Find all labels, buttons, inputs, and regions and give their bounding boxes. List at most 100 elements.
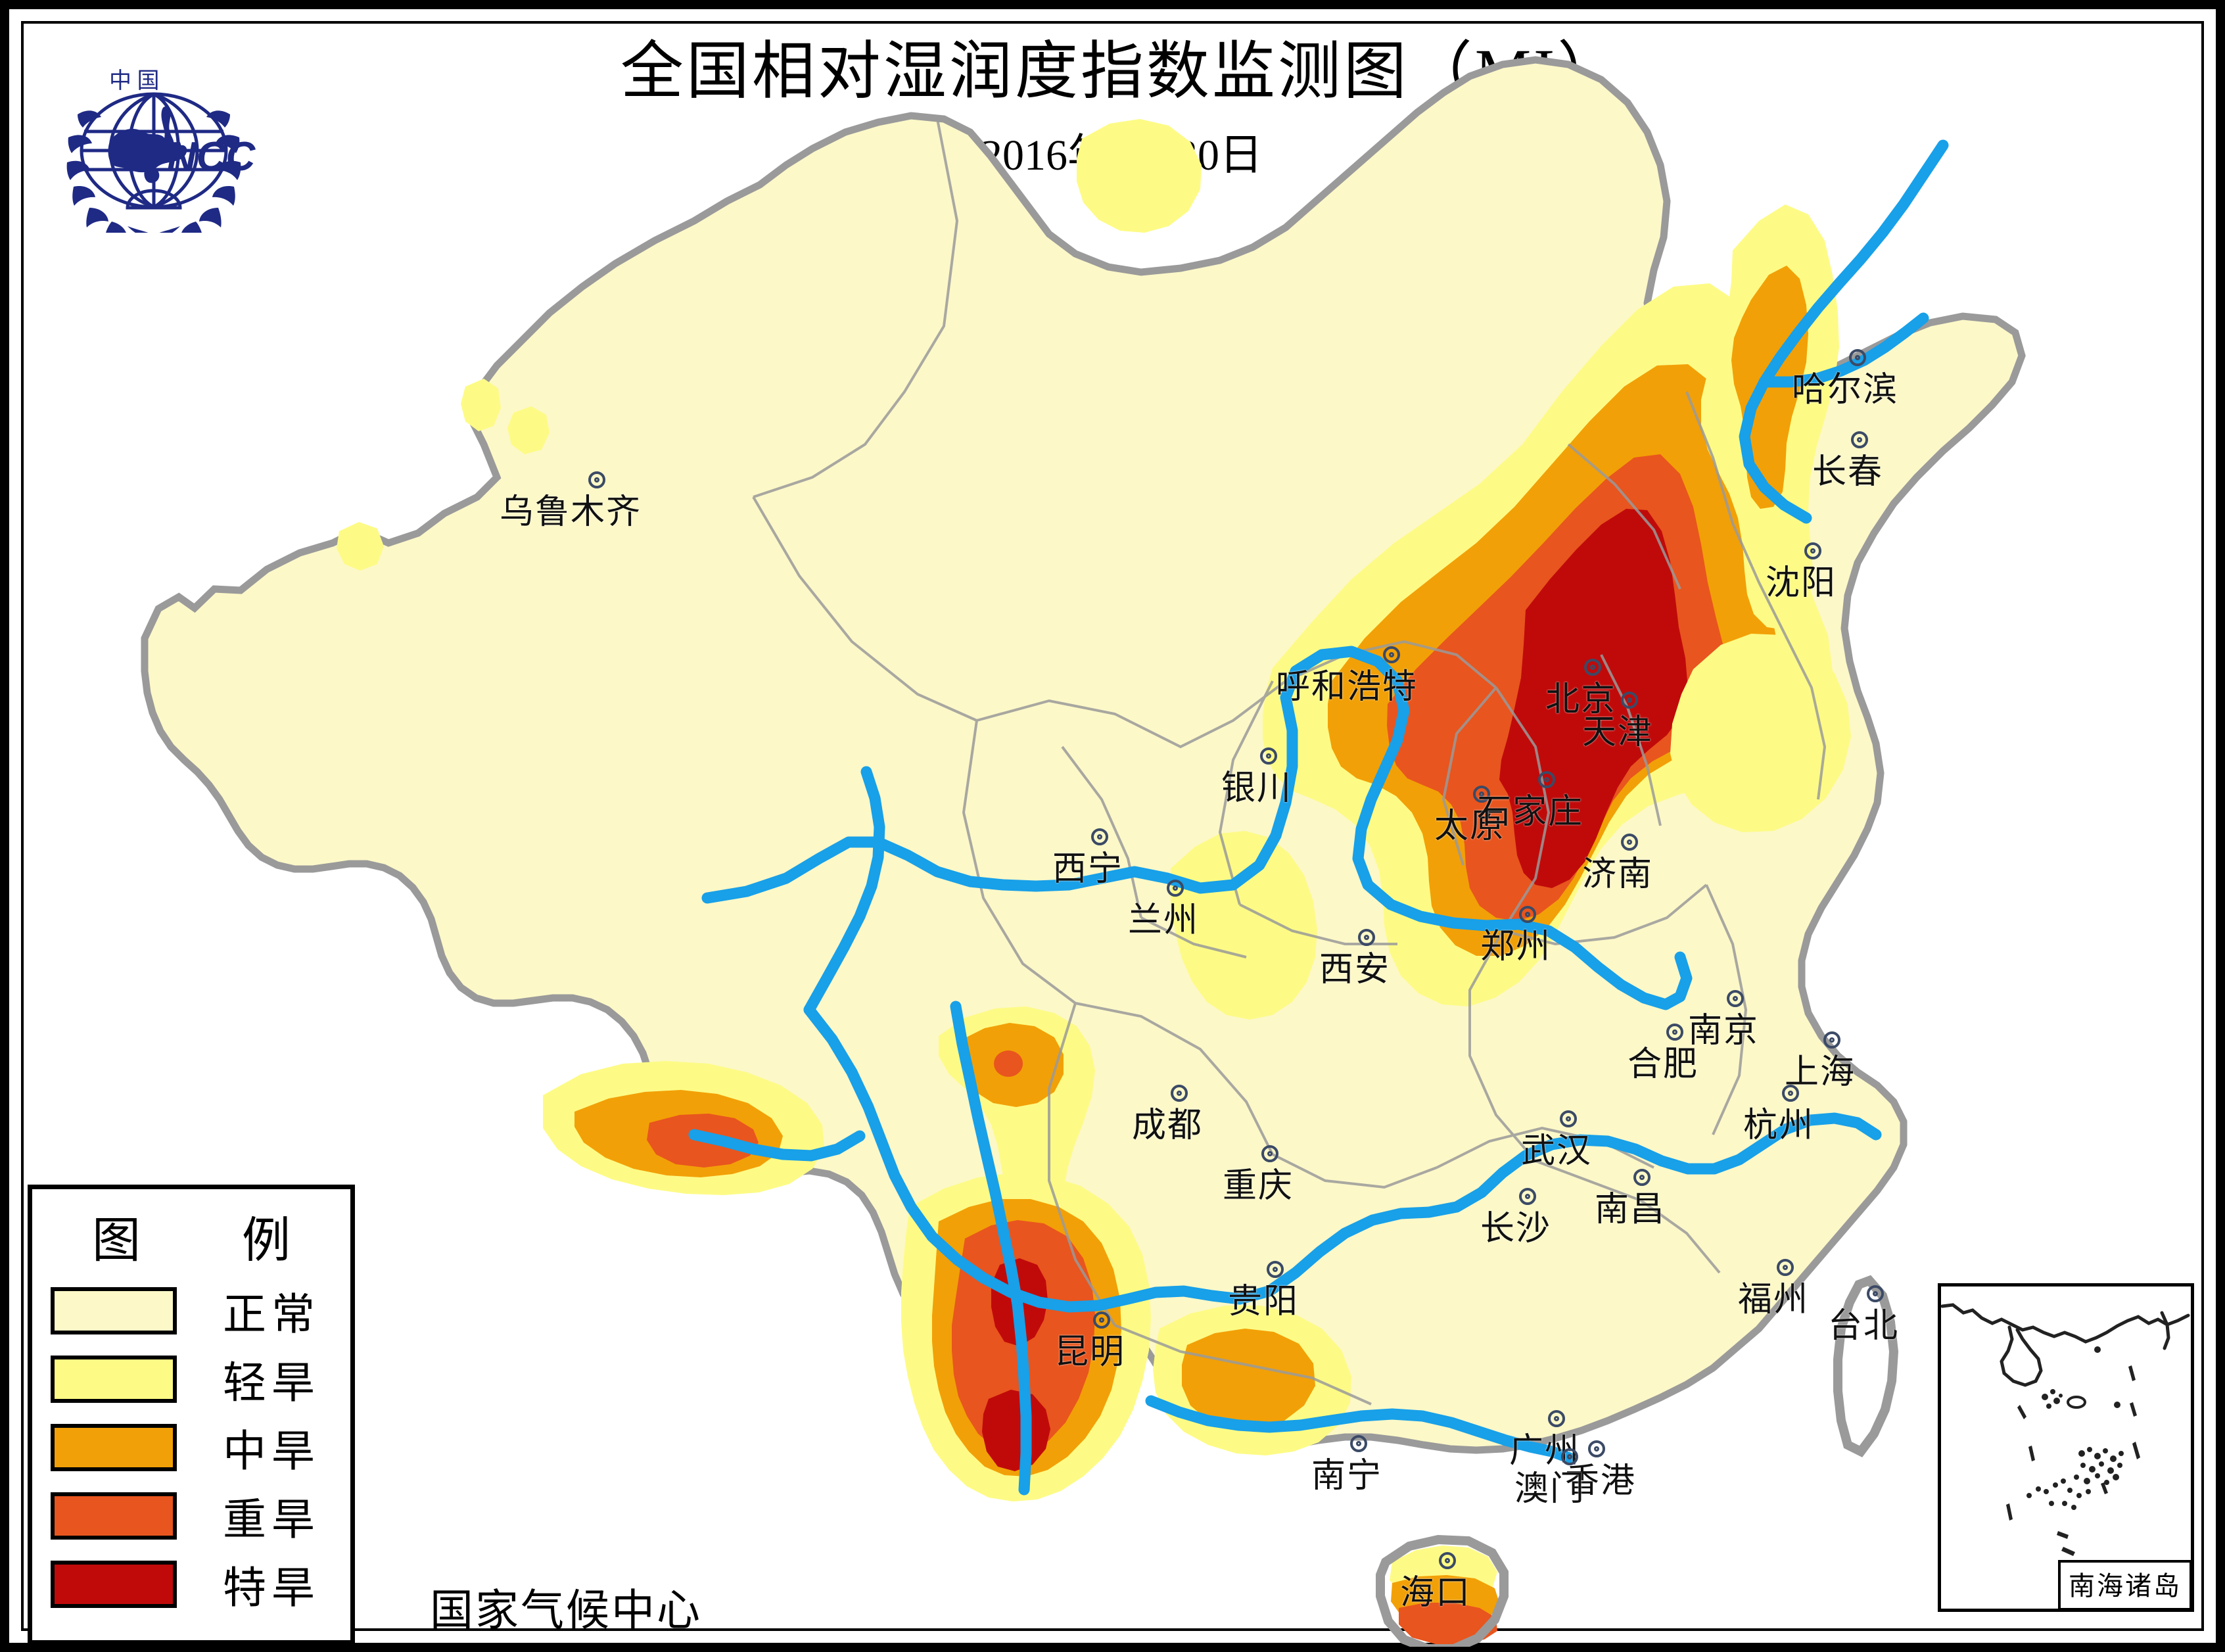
- city-marker-沈阳: [1804, 542, 1821, 559]
- city-marker-昆明: [1093, 1311, 1110, 1329]
- city-label-长沙: 长沙: [1480, 1210, 1552, 1248]
- south-china-sea-inset: 南海诸岛: [1938, 1283, 2194, 1612]
- legend-swatch-0: [51, 1287, 177, 1334]
- taiwan-outline: [1833, 1275, 1899, 1457]
- zone-light-xinjiang-a: [461, 379, 501, 431]
- city-marker-长沙: [1519, 1188, 1536, 1205]
- legend-label-4: 特旱: [223, 1565, 320, 1613]
- city-marker-哈尔滨: [1849, 349, 1866, 366]
- city-marker-呼和浩特: [1383, 646, 1400, 663]
- legend-label-1: 轻旱: [223, 1359, 320, 1407]
- legend-title: 图 例: [92, 1214, 317, 1268]
- legend-item-1: 轻旱: [51, 1350, 350, 1408]
- inset-leizhou-hainan: [2000, 1325, 2043, 1387]
- city-label-成都: 成都: [1132, 1107, 1204, 1145]
- city-label-南昌: 南昌: [1595, 1191, 1666, 1229]
- inset-islands: [2006, 1346, 2140, 1556]
- zone-severe-hainan: [1399, 1603, 1497, 1644]
- zone-moderate-guangxi: [1182, 1329, 1315, 1429]
- city-label-郑州: 郑州: [1480, 928, 1552, 966]
- legend-item-0: 正常: [51, 1282, 350, 1340]
- songhua-river: [1758, 312, 1929, 388]
- legend-label-2: 中旱: [223, 1428, 320, 1476]
- inset-taiwan-strait: [2160, 1311, 2170, 1350]
- china-drought-map: 乌鲁木齐 哈尔滨 长春 沈阳 呼和浩特 北京 天津 银川 太原 石家庄 济南 西宁 兰州 郑州 西安 南京 合肥…: [24, 24, 2220, 1647]
- legend-swatch-3: [51, 1492, 177, 1540]
- city-marker-澳门: [1561, 1448, 1578, 1465]
- legend-rows: 正常轻旱中旱重旱特旱: [32, 1282, 350, 1613]
- zone-extreme-north: [1499, 509, 1688, 888]
- city-label-西安: 西安: [1319, 951, 1391, 989]
- city-marker-郑州: [1519, 906, 1536, 923]
- zone-light-xinjiang-c: [507, 406, 550, 454]
- logo-cn-text: 中 国: [109, 68, 160, 93]
- legend-swatch-4: [51, 1561, 177, 1608]
- city-label-上海: 上海: [1785, 1054, 1856, 1091]
- city-label-南宁: 南宁: [1311, 1457, 1383, 1495]
- zone-light-northeast-b: [1670, 634, 1851, 832]
- city-marker-天津: [1621, 692, 1638, 709]
- city-marker-南宁: [1350, 1435, 1367, 1452]
- city-marker-乌鲁木齐: [588, 471, 605, 488]
- heilongjiang-river: [1739, 139, 1949, 524]
- city-label-太原: 太原: [1434, 808, 1506, 845]
- city-marker-西宁: [1091, 828, 1108, 845]
- city-marker-西安: [1358, 929, 1375, 946]
- city-label-南京: 南京: [1688, 1012, 1760, 1050]
- ncc-logo: 中 国 NCC: [49, 35, 259, 241]
- city-marker-海口: [1439, 1552, 1456, 1569]
- city-label-香港: 香港: [1565, 1463, 1637, 1500]
- agency-footer: 国家气候中心: [430, 1587, 702, 1635]
- city-label-哈尔滨: 哈尔滨: [1792, 371, 1899, 409]
- city-label-武汉: 武汉: [1521, 1133, 1593, 1170]
- islands-layer: [1376, 1275, 1899, 1647]
- legend-swatch-1: [51, 1356, 177, 1403]
- city-label-福州: 福州: [1738, 1281, 1810, 1319]
- yarlung-river: [688, 1129, 866, 1162]
- city-marker-香港: [1588, 1440, 1605, 1457]
- city-marker-成都: [1171, 1085, 1188, 1102]
- inset-label: 南海诸岛: [2058, 1560, 2192, 1611]
- logo-en-text: NCC: [167, 134, 256, 179]
- city-label-重庆: 重庆: [1223, 1168, 1294, 1205]
- city-marker-台北: [1867, 1285, 1884, 1302]
- city-marker-广州: [1548, 1410, 1565, 1427]
- legend-label-0: 正常: [223, 1291, 320, 1339]
- lancang-river: [950, 1001, 1032, 1496]
- yangtze-river: [803, 1004, 1882, 1313]
- city-marker-济南: [1621, 834, 1638, 851]
- city-marker-石家庄: [1538, 771, 1555, 788]
- drought-zones-layer: [337, 119, 1851, 1644]
- hainan-outline: [1376, 1534, 1509, 1647]
- city-marker-南昌: [1633, 1169, 1651, 1186]
- city-label-西宁: 西宁: [1052, 851, 1124, 888]
- city-marker-福州: [1777, 1259, 1794, 1276]
- zone-light-innermongolia: [1077, 119, 1202, 233]
- legend-swatch-2: [51, 1424, 177, 1471]
- city-marker-长春: [1851, 431, 1868, 448]
- city-marker-重庆: [1261, 1145, 1278, 1162]
- city-marker-南京: [1727, 990, 1744, 1007]
- zone-light-xinjiang-b: [337, 522, 384, 571]
- inner-frame: [21, 21, 2204, 1631]
- city-marker-杭州: [1782, 1085, 1799, 1102]
- legend-label-3: 重旱: [223, 1496, 320, 1544]
- zone-light-shaanxi: [1171, 831, 1317, 1020]
- city-marker-北京: [1584, 659, 1601, 676]
- city-marker-贵阳: [1267, 1261, 1284, 1278]
- legend-box: 图 例 正常轻旱中旱重旱特旱: [28, 1185, 355, 1645]
- city-label-长春: 长春: [1812, 454, 1884, 491]
- rivers-layer: [688, 139, 1949, 1496]
- zone-extreme-yunnan-b: [982, 1390, 1050, 1471]
- yangtze-upper-branch: [803, 766, 885, 1016]
- legend-item-4: 特旱: [51, 1555, 350, 1613]
- city-label-沈阳: 沈阳: [1766, 565, 1837, 602]
- city-label-兰州: 兰州: [1128, 902, 1200, 939]
- legend-item-3: 重旱: [51, 1487, 350, 1545]
- inset-coastline: [1941, 1303, 2190, 1344]
- city-label-天津: 天津: [1582, 714, 1654, 751]
- city-marker-上海: [1823, 1031, 1840, 1049]
- city-label-呼和浩特: 呼和浩特: [1276, 669, 1418, 706]
- city-label-石家庄: 石家庄: [1477, 793, 1584, 831]
- city-label-乌鲁木齐: 乌鲁木齐: [500, 494, 642, 531]
